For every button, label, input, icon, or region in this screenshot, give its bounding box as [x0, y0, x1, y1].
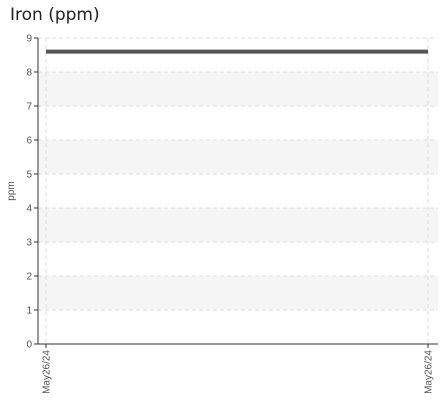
grid-band: [38, 208, 438, 242]
y-tick-label: 9: [26, 34, 32, 45]
chart-title: Iron (ppm): [10, 5, 100, 25]
y-tick-label: 2: [26, 272, 32, 283]
grid-band: [38, 276, 438, 310]
y-tick-label: 5: [26, 170, 32, 181]
y-tick-label: 6: [26, 136, 32, 147]
grid-band: [38, 72, 438, 106]
x-tick-label: May26/24: [42, 350, 53, 394]
y-tick-label: 4: [26, 204, 32, 215]
y-tick-label: 1: [26, 306, 32, 317]
y-tick-label: 0: [26, 340, 32, 351]
y-tick-label: 8: [26, 68, 32, 79]
y-tick-label: 7: [26, 102, 32, 113]
y-tick-label: 3: [26, 238, 32, 249]
grid-band: [38, 140, 438, 174]
y-axis-label: ppm: [6, 181, 17, 200]
x-tick-label: May26/24: [424, 350, 435, 394]
